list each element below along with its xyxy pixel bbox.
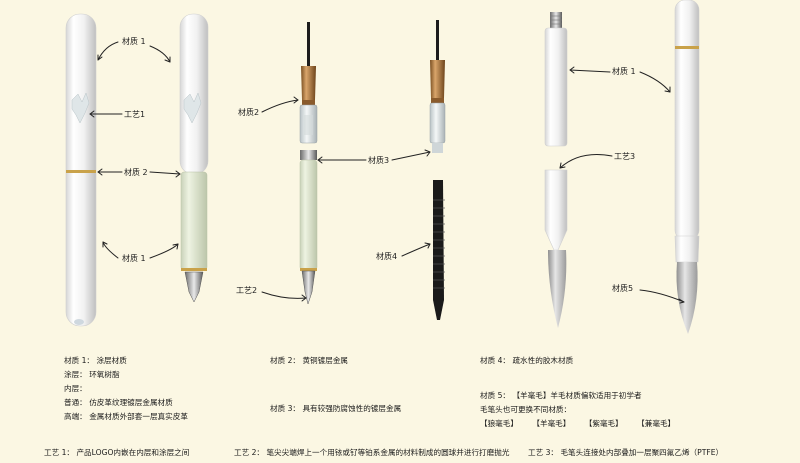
notes-column-2b: 材质 3： 具有较强防腐蚀性的镀层金属 bbox=[270, 402, 401, 416]
label-material1-brush: 材质 1 bbox=[612, 67, 636, 76]
note-line: 材质 3： 具有较强防腐蚀性的镀层金属 bbox=[270, 404, 402, 413]
pen-uncapped bbox=[179, 13, 209, 303]
note-line: 材质 2： 黄铜镀层金属 bbox=[270, 356, 349, 365]
brush-pen-disassembled bbox=[544, 12, 568, 328]
pen-feed-parts bbox=[429, 20, 446, 320]
notes-column-2: 材质 2： 黄铜镀层金属 bbox=[270, 354, 348, 368]
label-craft2: 工艺2 bbox=[236, 286, 258, 295]
note-line: 材质 1： 涂层材质 bbox=[64, 356, 127, 365]
label-material5: 材质5 bbox=[612, 284, 634, 293]
logo-icon-2 bbox=[183, 92, 202, 124]
label-material1-barrel: 材质 1 bbox=[122, 254, 146, 263]
brush-type: 【羊毫毛】 bbox=[532, 419, 571, 428]
label-material2-band: 材质 2 bbox=[124, 168, 148, 177]
nib-icon bbox=[184, 271, 204, 303]
label-material3: 材质3 bbox=[368, 156, 390, 165]
notes-column-3: 材质 4： 疏水性的胶木材质 bbox=[480, 354, 573, 368]
brush-type: 【兼毫毛】 bbox=[637, 419, 676, 428]
notes-column-3b: 材质 5： 【羊毫毛】羊毛材质偏软适用于初学者 毛笔头也可更换不同材质： 【狼毫… bbox=[480, 389, 687, 431]
note-line: 材质 5： 【羊毫毛】羊毛材质偏软适用于初学者 bbox=[480, 391, 642, 400]
label-craft1: 工艺1 bbox=[124, 110, 146, 119]
craft-note-1: 工艺 1： 产品LOGO内嵌在内层和涂层之间 bbox=[44, 448, 190, 457]
label-material1-cap: 材质 1 bbox=[122, 37, 146, 46]
notes-column-1: 材质 1： 涂层材质 涂层： 环氧树脂 内层： 普通： 仿皮革纹理镀层金属材质 … bbox=[64, 354, 188, 424]
note-line: 普通： 仿皮革纹理镀层金属材质 bbox=[64, 398, 173, 407]
note-line: 材质 4： 疏水性的胶木材质 bbox=[480, 356, 574, 365]
brush-type-list: 【狼毫毛】 【羊毫毛】 【紫毫毛】 【兼毫毛】 bbox=[480, 417, 687, 431]
label-material4: 材质4 bbox=[376, 252, 398, 261]
label-craft3: 工艺3 bbox=[614, 152, 636, 161]
craft-note-2: 工艺 2： 笔尖尖端焊上一个用铱或钌等铂系金属的材料制成的圆球并进行打磨抛光 bbox=[234, 448, 510, 457]
brush-tip-icon bbox=[548, 250, 567, 328]
note-line: 高端： 金属材质外部套一层真实皮革 bbox=[64, 412, 188, 421]
feed-icon bbox=[433, 180, 444, 320]
callout-arrows bbox=[89, 41, 685, 304]
label-material2-brass: 材质2 bbox=[238, 108, 260, 117]
note-line: 内层： bbox=[64, 384, 87, 393]
brush-pen-assembled bbox=[674, 0, 700, 334]
pen-capped bbox=[65, 13, 97, 327]
brush-type: 【紫毫毛】 bbox=[584, 419, 623, 428]
pen-disassembled bbox=[299, 22, 318, 305]
craft-note-3: 工艺 3： 毛笔头连接处内部叠加一层聚四氟乙烯（PTFE） bbox=[528, 448, 724, 457]
brush-type: 【狼毫毛】 bbox=[480, 419, 518, 428]
logo-icon bbox=[71, 92, 90, 124]
note-line: 毛笔头也可更换不同材质： bbox=[480, 405, 572, 414]
note-line: 涂层： 环氧树脂 bbox=[64, 370, 120, 379]
gold-band bbox=[66, 170, 96, 173]
